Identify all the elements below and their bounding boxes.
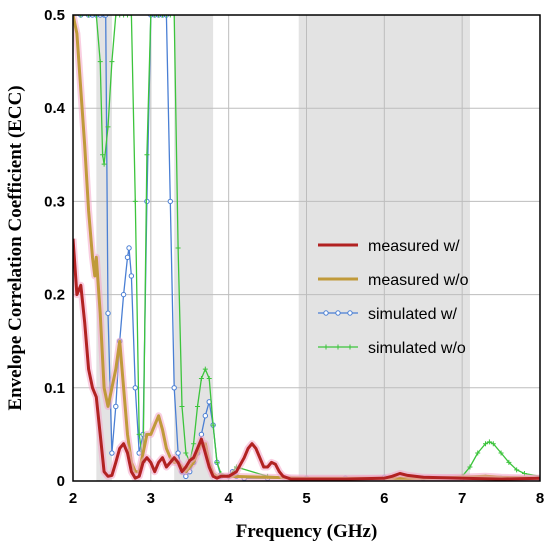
legend-label: simulated w/	[368, 306, 457, 323]
data-point	[183, 450, 189, 456]
data-point	[132, 385, 138, 391]
data-point	[132, 198, 138, 204]
data-point	[148, 15, 154, 18]
series-measured-w-o	[73, 15, 540, 481]
data-point	[475, 450, 481, 456]
data-point	[486, 439, 492, 445]
series-line	[73, 238, 540, 481]
x-tick-label: 3	[147, 490, 155, 507]
x-tick-label: 7	[458, 490, 466, 507]
data-point	[113, 403, 119, 410]
series-line	[73, 15, 540, 479]
data-point	[214, 459, 220, 465]
data-point	[506, 459, 512, 465]
data-point	[86, 15, 92, 18]
data-point	[144, 152, 150, 158]
legend-item: simulated w/o	[318, 340, 466, 357]
shaded-band	[174, 15, 214, 481]
x-tick-label: 4	[224, 490, 233, 507]
data-point	[117, 15, 123, 18]
data-point	[124, 15, 130, 18]
legend-marker	[347, 310, 353, 316]
series-measured-w-	[73, 238, 540, 481]
data-point	[156, 15, 162, 18]
data-point	[136, 431, 142, 437]
y-tick-label: 0	[57, 473, 65, 490]
x-axis-title: Frequency (GHz)	[236, 521, 378, 542]
legend-label: simulated w/o	[368, 340, 466, 357]
legend-marker	[323, 310, 329, 316]
data-point	[202, 366, 208, 372]
data-point	[97, 59, 103, 65]
data-point	[128, 15, 134, 18]
x-tick-label: 6	[380, 490, 388, 507]
data-point	[128, 273, 135, 279]
series-layer	[73, 15, 540, 481]
legend-label: measured w/	[368, 238, 460, 255]
data-point	[93, 15, 99, 18]
data-point	[109, 450, 115, 456]
data-point	[483, 441, 489, 447]
data-point	[191, 441, 197, 447]
data-point	[490, 441, 496, 447]
data-point	[195, 403, 201, 409]
legend-marker	[347, 344, 353, 350]
y-tick-label: 0.5	[44, 7, 65, 24]
x-tick-label: 5	[302, 490, 310, 507]
y-tick-labels: 0 0.1 0.2 0.3 0.4 0.5	[44, 7, 66, 490]
data-point	[206, 375, 212, 381]
x-tick-label: 8	[536, 490, 544, 507]
data-point	[160, 15, 166, 18]
legend-marker	[335, 310, 341, 316]
data-point	[167, 198, 173, 205]
data-point	[124, 254, 131, 261]
data-point	[126, 245, 132, 251]
y-tick-label: 0.4	[44, 100, 66, 117]
data-point	[171, 15, 177, 18]
data-point	[105, 310, 111, 316]
legend-marker	[335, 344, 341, 350]
series-line	[73, 15, 540, 480]
data-point	[175, 450, 181, 456]
data-point	[167, 15, 173, 18]
data-point	[100, 152, 106, 158]
data-point	[121, 15, 127, 18]
data-point	[179, 403, 185, 409]
legend-item: measured w/o	[318, 272, 469, 289]
data-point	[198, 375, 204, 381]
y-axis-title: Envelope Correlation Coefficient (ECC)	[5, 85, 26, 410]
data-point	[175, 245, 181, 251]
data-point	[498, 450, 504, 456]
x-tick-labels: 2 3 4 5 6 7 8	[69, 490, 544, 507]
data-point	[113, 15, 119, 18]
data-point	[101, 161, 107, 167]
data-point	[202, 413, 209, 419]
legend-marker	[323, 344, 329, 350]
y-tick-label: 0.3	[44, 193, 65, 210]
legend-label: measured w/o	[368, 272, 469, 289]
plot-frame	[72, 14, 541, 482]
legend-item: measured w/	[318, 238, 460, 255]
data-point	[163, 15, 169, 18]
legend-item: simulated w/	[318, 306, 457, 323]
data-point	[105, 124, 111, 130]
data-point	[514, 467, 520, 473]
y-tick-label: 0.2	[44, 287, 65, 304]
data-point	[78, 15, 84, 18]
y-tick-label: 0.1	[44, 380, 65, 397]
x-tick-label: 2	[69, 490, 77, 507]
legend: measured w/measured w/o simulated w/simul…	[318, 238, 469, 357]
data-point	[152, 15, 158, 18]
data-point	[467, 464, 473, 470]
data-point	[109, 59, 115, 65]
data-point	[210, 422, 216, 428]
data-point	[171, 385, 177, 391]
data-point	[120, 291, 127, 298]
